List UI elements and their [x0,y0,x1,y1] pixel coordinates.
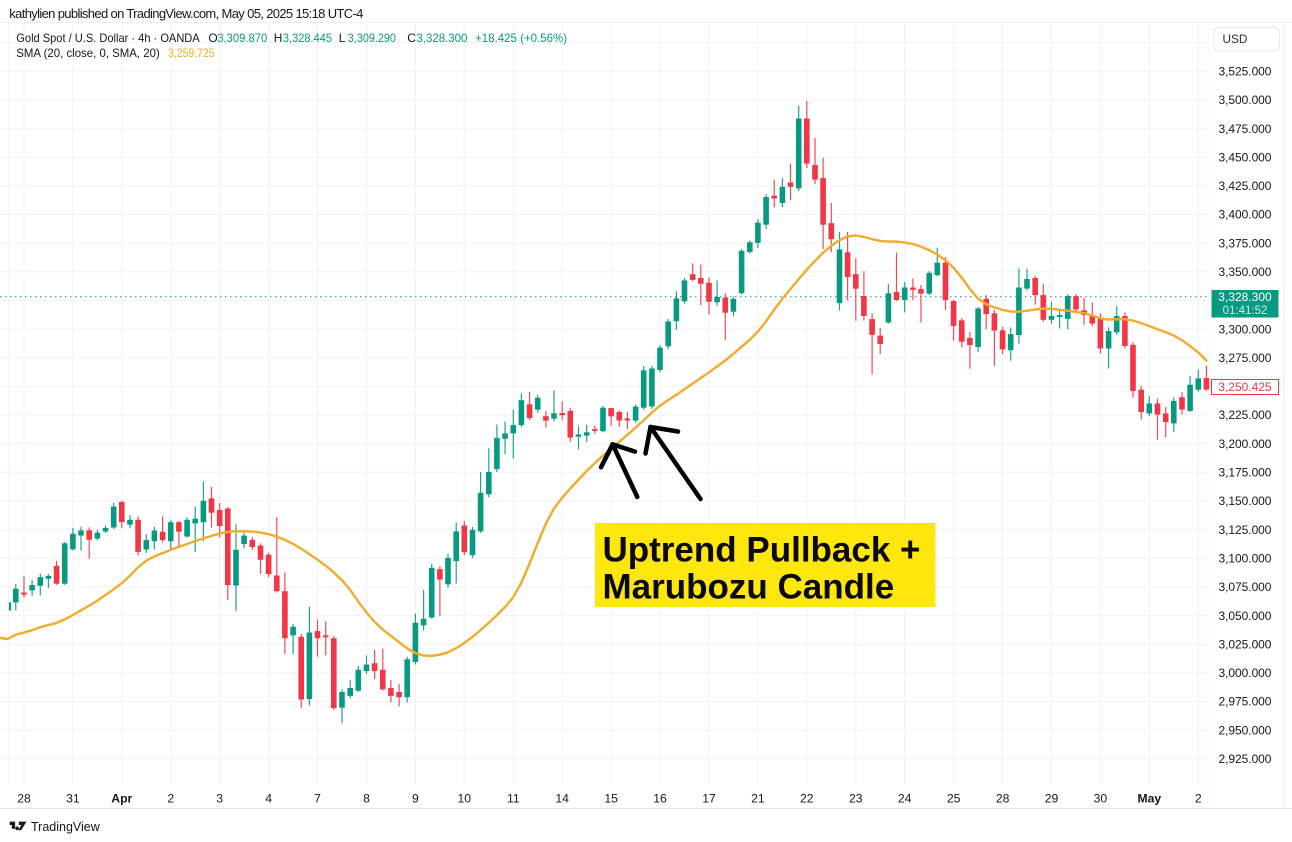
svg-text:2: 2 [167,791,174,805]
svg-text:16: 16 [653,791,667,805]
svg-text:4: 4 [265,791,272,805]
svg-text:O: O [208,31,217,45]
svg-text:3,525.000: 3,525.000 [1219,65,1272,79]
svg-text:Apr: Apr [111,791,132,805]
svg-text:28: 28 [996,791,1010,805]
svg-text:3,175.000: 3,175.000 [1219,466,1272,480]
svg-text:3,250.425: 3,250.425 [1218,380,1272,394]
svg-text:25: 25 [947,791,961,805]
svg-text:01:41:52: 01:41:52 [1223,305,1268,317]
svg-text:Gold Spot / U.S. Dollar · 4h ·: Gold Spot / U.S. Dollar · 4h · OANDA [16,31,199,45]
svg-text:31: 31 [66,791,80,805]
svg-text:22: 22 [800,791,814,805]
svg-text:USD: USD [1223,32,1248,46]
svg-text:21: 21 [751,791,765,805]
svg-text:3,350.000: 3,350.000 [1219,265,1272,279]
svg-text:10: 10 [458,791,472,805]
svg-text:3,050.000: 3,050.000 [1219,609,1272,623]
svg-text:30: 30 [1094,791,1108,805]
svg-text:28: 28 [17,791,31,805]
svg-text:3,400.000: 3,400.000 [1219,208,1272,222]
svg-text:TradingView: TradingView [31,820,101,834]
svg-text:24: 24 [898,791,912,805]
svg-text:9: 9 [412,791,419,805]
svg-text:11: 11 [507,791,520,805]
svg-text:3,225.000: 3,225.000 [1219,408,1272,422]
svg-text:3,259.725: 3,259.725 [168,46,215,60]
svg-text:3,025.000: 3,025.000 [1219,637,1272,651]
svg-text:3,000.000: 3,000.000 [1219,666,1272,680]
svg-text:kathylien published on Trading: kathylien published on TradingView.com, … [9,6,363,21]
svg-text:17: 17 [702,791,716,805]
svg-text:3,200.000: 3,200.000 [1219,437,1272,451]
svg-text:2: 2 [1195,791,1202,805]
svg-text:14: 14 [555,791,569,805]
svg-text:29: 29 [1045,791,1059,805]
svg-text:Uptrend Pullback +: Uptrend Pullback + [603,531,921,570]
svg-text:3,328.445: 3,328.445 [283,31,332,45]
svg-text:3,328.300: 3,328.300 [416,31,467,45]
svg-text:3,300.000: 3,300.000 [1219,322,1272,336]
svg-text:3,309.290: 3,309.290 [348,31,396,45]
svg-text:3,475.000: 3,475.000 [1219,122,1272,136]
svg-text:3: 3 [216,791,223,805]
svg-text:3,150.000: 3,150.000 [1219,494,1272,508]
svg-text:3,500.000: 3,500.000 [1219,93,1272,107]
svg-text:SMA (20, close, 0, SMA, 20): SMA (20, close, 0, SMA, 20) [16,46,160,60]
svg-text:3,450.000: 3,450.000 [1219,150,1272,164]
svg-text:7: 7 [314,791,321,805]
svg-text:8: 8 [363,791,370,805]
svg-text:3,375.000: 3,375.000 [1219,236,1272,250]
svg-text:H: H [274,31,283,45]
svg-text:C: C [407,31,416,45]
svg-text:L: L [339,31,346,45]
svg-text:3,075.000: 3,075.000 [1219,580,1272,594]
svg-text:2,950.000: 2,950.000 [1219,723,1272,737]
svg-text:2,975.000: 2,975.000 [1219,695,1272,709]
svg-text:3,275.000: 3,275.000 [1219,351,1272,365]
svg-text:May: May [1137,791,1161,805]
svg-text:3,309.870: 3,309.870 [217,31,267,45]
svg-text:3,125.000: 3,125.000 [1219,523,1272,537]
svg-text:3,425.000: 3,425.000 [1219,179,1272,193]
svg-text:2,925.000: 2,925.000 [1219,752,1272,766]
svg-text:15: 15 [604,791,618,805]
svg-text:3,100.000: 3,100.000 [1219,552,1272,566]
svg-text:Marubozu Candle: Marubozu Candle [603,568,895,607]
svg-text:+18.425 (+0.56%): +18.425 (+0.56%) [475,31,567,45]
svg-text:23: 23 [849,791,863,805]
svg-text:3,328.300: 3,328.300 [1218,290,1272,304]
